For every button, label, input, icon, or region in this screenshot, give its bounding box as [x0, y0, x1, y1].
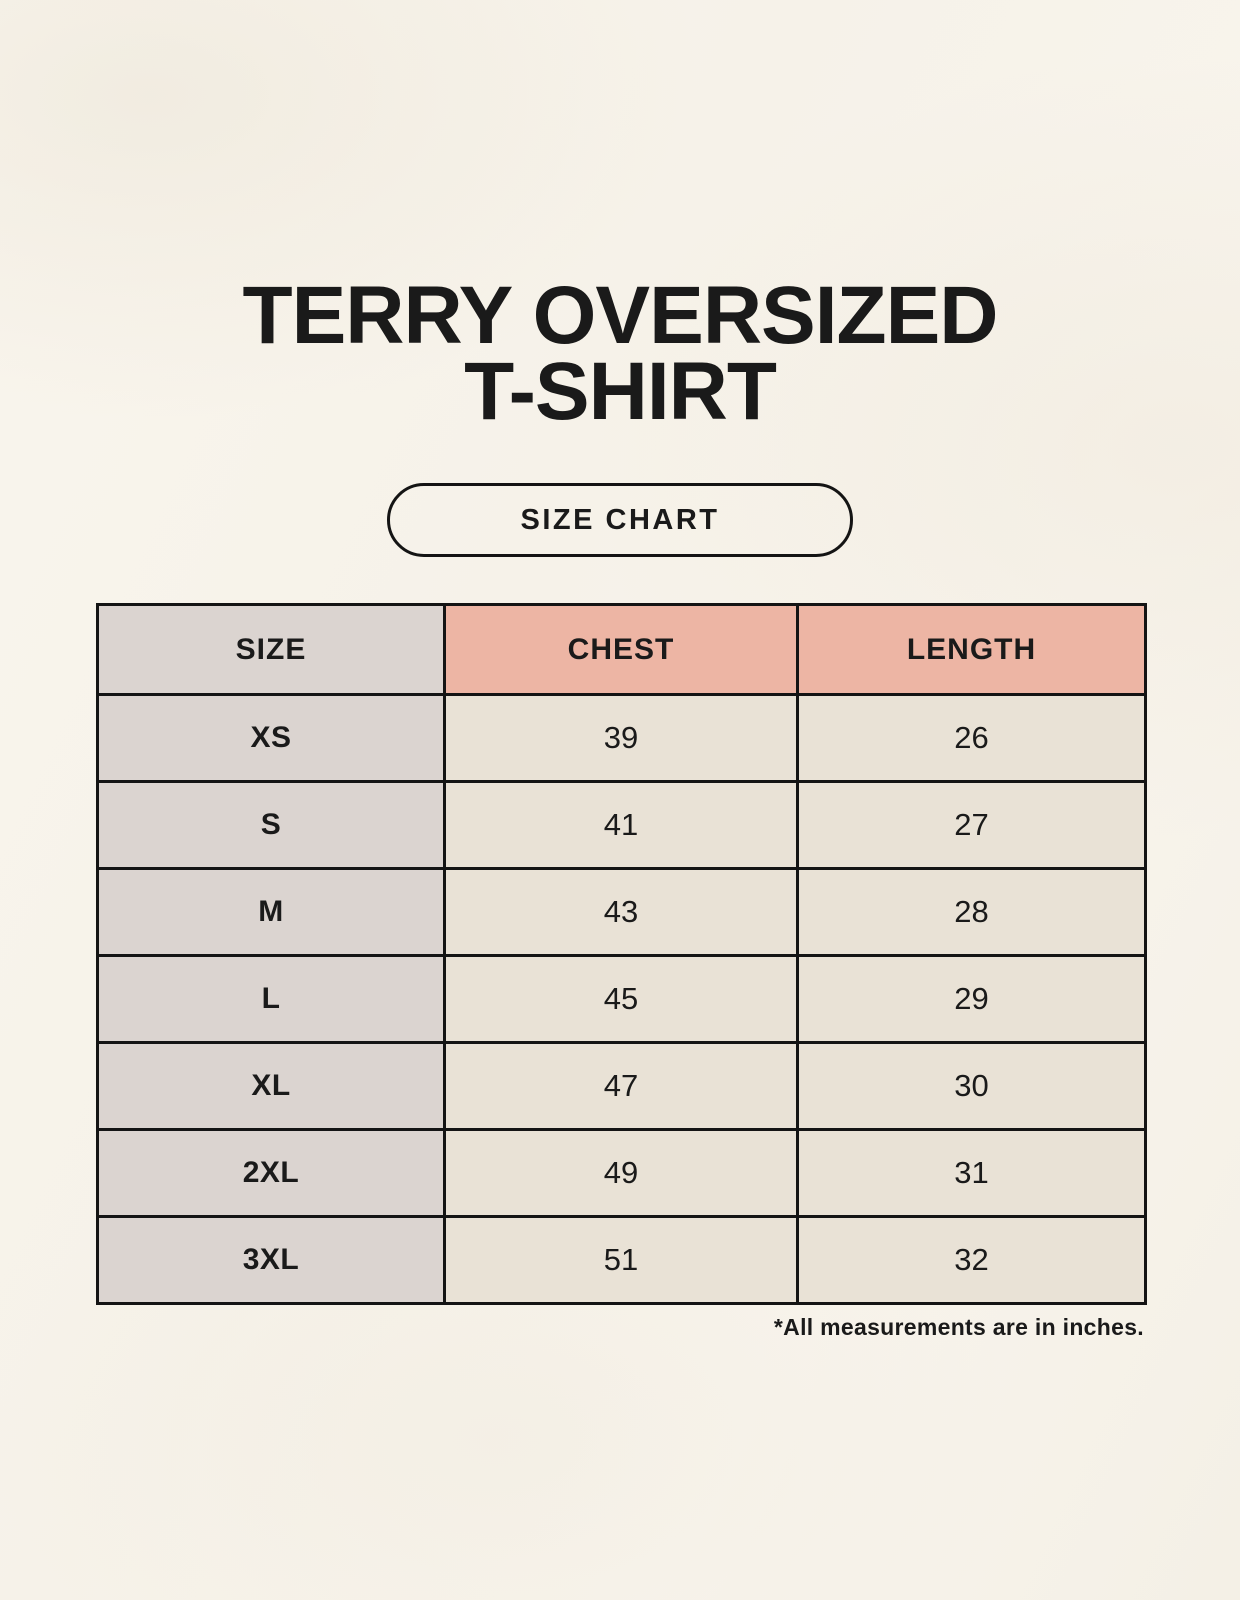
length-cell: 26	[796, 693, 1147, 783]
length-cell: 30	[796, 1041, 1147, 1131]
measurement-unit-note: *All measurements are in inches.	[773, 1314, 1144, 1340]
table-row: L 45 29	[96, 954, 1147, 1044]
size-cell: 2XL	[96, 1128, 446, 1218]
size-cell: M	[96, 867, 446, 957]
size-cell: 3XL	[96, 1215, 446, 1305]
size-table-container: SIZE CHEST LENGTH XS 39 26 S 41 27 M 43 28 L 45 29 X…	[96, 603, 1147, 1305]
size-chart-page: TERRY OVERSIZED T-SHIRT SIZE CHART SIZE …	[0, 0, 1240, 1340]
size-cell: S	[96, 780, 446, 870]
table-row: M 43 28	[96, 867, 1147, 957]
column-header-chest: CHEST	[443, 603, 799, 696]
size-cell: XL	[96, 1041, 446, 1131]
column-header-size: SIZE	[96, 603, 446, 696]
length-cell: 32	[796, 1215, 1147, 1305]
size-chart-badge-label: SIZE CHART	[520, 503, 720, 536]
size-cell: XS	[96, 693, 446, 783]
chest-cell: 49	[443, 1128, 799, 1218]
page-title-line-1: TERRY OVERSIZED	[242, 270, 998, 361]
size-table-header: SIZE CHEST LENGTH	[96, 603, 1147, 696]
page-title-line-2: T-SHIRT	[464, 346, 777, 437]
page-title: TERRY OVERSIZED T-SHIRT	[0, 0, 1240, 437]
size-cell: L	[96, 954, 446, 1044]
header-row: SIZE CHEST LENGTH	[96, 603, 1147, 696]
chest-cell: 47	[443, 1041, 799, 1131]
length-cell: 27	[796, 780, 1147, 870]
table-row: XS 39 26	[96, 693, 1147, 783]
column-header-length: LENGTH	[796, 603, 1147, 696]
table-row: 3XL 51 32	[96, 1215, 1147, 1305]
chest-cell: 41	[443, 780, 799, 870]
length-cell: 28	[796, 867, 1147, 957]
size-chart-badge[interactable]: SIZE CHART	[387, 483, 853, 557]
length-cell: 29	[796, 954, 1147, 1044]
chest-cell: 39	[443, 693, 799, 783]
table-row: S 41 27	[96, 780, 1147, 870]
table-row: XL 47 30	[96, 1041, 1147, 1131]
size-table-body: XS 39 26 S 41 27 M 43 28 L 45 29 XL 47 30 2XL 49 31 3XL 51 3…	[96, 693, 1147, 1305]
chest-cell: 43	[443, 867, 799, 957]
chest-cell: 45	[443, 954, 799, 1044]
length-cell: 31	[796, 1128, 1147, 1218]
chest-cell: 51	[443, 1215, 799, 1305]
table-row: 2XL 49 31	[96, 1128, 1147, 1218]
size-table: SIZE CHEST LENGTH XS 39 26 S 41 27 M 43 28 L 45 29 X…	[96, 603, 1147, 1305]
